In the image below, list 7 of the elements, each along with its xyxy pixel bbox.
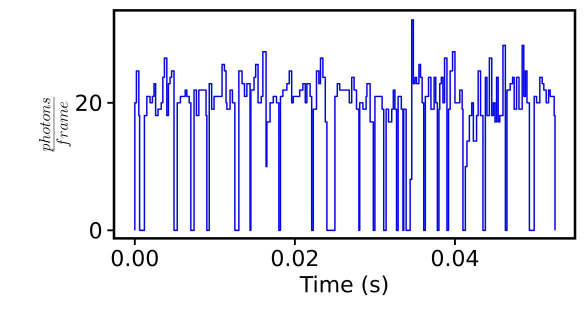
x-tick-label: 0.00 [112,250,158,266]
x-axis-title: Time (s) [300,276,388,296]
y-tick-label: 20 [76,94,102,112]
x-tick-label: 0.04 [432,250,478,266]
y-axis-title: $\frac{photons}{frame}$ [38,97,71,152]
x-tick-label: 0.02 [272,250,318,266]
y-tick-label: 0 [90,222,102,239]
